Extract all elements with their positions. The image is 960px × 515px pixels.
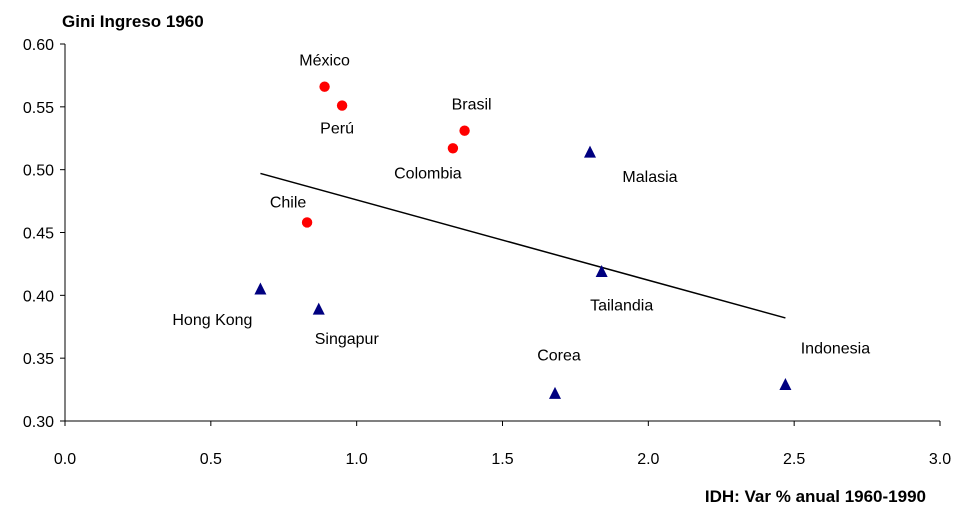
point-label: Brasil [452,97,492,114]
point-label: México [299,53,350,70]
y-tick-label: 0.35 [23,351,54,368]
data-point-triangle [549,386,561,399]
x-tick-label: 1.0 [346,451,368,468]
data-point-triangle [584,145,596,158]
x-tick-label: 2.0 [637,451,659,468]
y-tick-label: 0.30 [23,414,54,431]
point-label: Corea [537,347,581,364]
x-tick-label: 3.0 [929,451,951,468]
x-tick-label: 2.5 [783,451,805,468]
data-points [254,81,792,399]
data-point-triangle [312,302,325,315]
data-point-triangle [595,264,608,277]
x-axis: 0.0 0.5 1.0 1.5 2.0 2.5 3.0 [54,420,951,468]
y-tick-label: 0.60 [23,37,54,54]
point-label: Colombia [394,165,462,182]
data-point-circle [319,81,330,92]
point-labels: México Perú Brasil Colombia Chile Malasia Tail… [172,53,870,365]
y-tick-label: 0.50 [23,163,54,180]
y-axis: 0.30 0.35 0.40 0.45 0.50 0.55 0.60 [23,37,66,431]
data-point-circle [301,217,313,228]
trendline-group [260,172,786,319]
data-point-circle [447,143,459,154]
x-tick-label: 0.0 [54,451,76,468]
y-axis-title: Gini Ingreso 1960 [62,12,204,31]
point-label: Chile [270,194,307,211]
point-label: Malasia [622,169,677,186]
data-point-circle [336,100,348,111]
x-tick-label: 0.5 [200,451,222,468]
data-point-triangle [254,282,267,295]
y-tick-label: 0.55 [23,100,54,117]
point-label: Tailandia [590,297,653,314]
trend-line [260,172,786,319]
x-axis-title: IDH: Var % anual 1960-1990 [705,487,926,506]
point-label: Hong Kong [172,312,252,329]
data-point-triangle [779,378,792,391]
x-tick-label: 1.5 [491,451,513,468]
data-point-circle [459,125,470,136]
point-label: Perú [320,121,354,138]
point-label: Singapur [315,331,380,348]
point-label: Indonesia [801,341,870,358]
y-tick-label: 0.45 [23,226,54,243]
y-tick-label: 0.40 [23,288,54,305]
